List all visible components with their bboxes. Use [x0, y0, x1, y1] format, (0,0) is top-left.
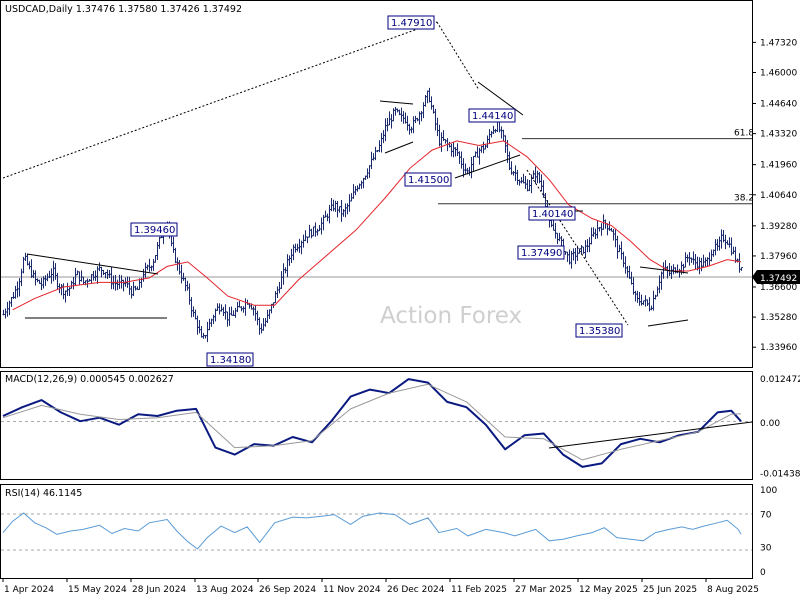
- dashed-trendline: [526, 169, 629, 326]
- y-tick-label: 1.40640: [760, 191, 797, 201]
- price-label: 1.47910: [387, 15, 435, 30]
- y-tick-label: 1.41960: [760, 161, 797, 171]
- price-label: 1.34180: [206, 352, 254, 367]
- key-point-labels: 1.34180 1.39460 1.47910 1.41500 1.44140 1.401…: [130, 15, 623, 367]
- x-tick-label: 8 Aug 2025: [707, 585, 759, 595]
- rsi-tick-label: 70: [760, 511, 772, 521]
- price-label: 1.44140: [468, 108, 516, 123]
- rsi-series-line: [2, 512, 742, 550]
- price-label-text: 1.41500: [408, 175, 449, 186]
- y-tick-label: 1.47320: [760, 38, 797, 48]
- trendline: [454, 154, 521, 179]
- price-panel: [0, 0, 753, 368]
- price-label-text: 1.39460: [134, 225, 175, 236]
- price-header: USDCAD,Daily 1.37476 1.37580 1.37426 1.3…: [5, 4, 242, 15]
- dashed-trendline: [436, 21, 480, 91]
- y-tick-label: 1.46000: [760, 68, 797, 78]
- price-label-text: 1.44140: [472, 111, 513, 122]
- dashed-trendline: [2, 21, 438, 179]
- x-tick-label: 27 Mar 2025: [515, 585, 572, 595]
- svg-text:1.37492: 1.37492: [760, 274, 797, 284]
- price-label: 1.39460: [130, 222, 178, 237]
- trendline: [379, 100, 414, 105]
- x-tick-label: 15 May 2024: [68, 585, 127, 595]
- price-label: 1.37490: [517, 245, 565, 260]
- y-axis-ticks: 1.47320 1.46000 1.44640 1.43320 1.41960 1.406…: [752, 38, 800, 578]
- rsi-panel: [0, 484, 753, 579]
- trendline: [639, 266, 689, 274]
- macd-lines: [2, 378, 742, 468]
- x-tick-label: 1 Apr 2024: [4, 585, 54, 595]
- trendline: [647, 319, 689, 327]
- fib-levels: 61.8 38.2: [1, 129, 754, 278]
- y-tick-label: 1.35280: [760, 313, 797, 323]
- rsi-header: RSI(14) 46.1145: [5, 488, 82, 499]
- x-tick-label: 13 Aug 2024: [196, 585, 254, 595]
- price-label: 1.35380: [575, 323, 623, 338]
- x-tick-label: 11 Nov 2024: [323, 585, 381, 595]
- price-label-text: 1.47910: [391, 18, 432, 29]
- price-bars: [2, 87, 743, 343]
- price-label-text: 1.37490: [521, 248, 562, 259]
- macd-trendline: [548, 421, 753, 449]
- macd-tick-label: -0.014389: [760, 470, 800, 480]
- y-tick-label: 1.44640: [760, 100, 797, 110]
- y-tick-label: 1.37960: [760, 252, 797, 262]
- rsi-tick-label: 0: [760, 568, 766, 578]
- macd-tick-label: 0.00: [760, 419, 780, 429]
- x-tick-label: 11 Feb 2025: [451, 585, 507, 595]
- x-tick-label: 12 May 2025: [579, 585, 638, 595]
- fib-label: 38.2: [734, 194, 754, 204]
- macd-panel: [0, 371, 753, 480]
- trendlines: [2, 21, 689, 327]
- y-tick-label: 1.33960: [760, 343, 797, 353]
- x-tick-label: 26 Sep 2024: [259, 585, 316, 595]
- trendline: [384, 141, 414, 154]
- trendline: [26, 253, 159, 275]
- y-tick-label: 1.43320: [760, 130, 797, 140]
- macd-tick-label: 0.012472: [760, 375, 800, 385]
- x-tick-label: 25 Jun 2025: [643, 585, 697, 595]
- signal-line: [2, 383, 742, 461]
- rsi-line: [2, 512, 742, 550]
- x-axis-ticks: 1 Apr 2024 15 May 2024 28 Jun 2024 13 Aug 2…: [2, 578, 759, 595]
- x-tick-label: 28 Jun 2024: [132, 585, 186, 595]
- last-price-marker: 1.37492: [752, 270, 800, 284]
- fib-label: 61.8: [734, 129, 754, 139]
- watermark: Action Forex: [380, 303, 522, 329]
- y-tick-label: 1.39280: [760, 222, 797, 232]
- rsi-tick-label: 30: [760, 543, 772, 553]
- price-label-text: 1.34180: [210, 355, 251, 366]
- macd-header: MACD(12,26,9) 0.000545 0.002627: [5, 374, 174, 385]
- macd-line: [2, 378, 742, 468]
- rsi-tick-label: 100: [760, 486, 777, 496]
- x-tick-label: 26 Dec 2024: [387, 585, 445, 595]
- y-tick-label: 1.36600: [760, 283, 797, 293]
- price-label-text: 1.35380: [579, 326, 620, 337]
- price-label: 1.40140: [528, 206, 576, 221]
- price-label-text: 1.40140: [532, 209, 573, 220]
- price-label: 1.41500: [404, 172, 452, 187]
